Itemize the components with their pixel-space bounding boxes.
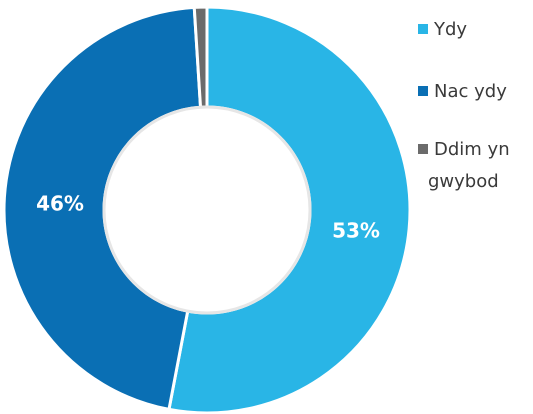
legend-swatch [418,24,428,34]
donut-slices [2,5,412,414]
legend: Ydy Nac ydy Ddim yn gwybod [418,19,510,192]
legend-item-ddim-yn-gwybod: Ddim yn gwybod [418,139,510,192]
legend-label: Nac ydy [434,81,507,102]
legend-label: Ydy [433,19,467,40]
slice-label-nac-ydy: 46% [36,192,84,216]
legend-label: Ddim yn [434,139,510,160]
legend-label: gwybod [428,171,499,192]
legend-swatch [418,144,428,154]
slice-label-ydy: 53% [332,219,380,243]
legend-item-nac-ydy: Nac ydy [418,81,507,102]
slice-labels: 53% 46% [36,192,380,243]
donut-hole [102,105,312,315]
legend-item-ydy: Ydy [418,19,467,40]
legend-swatch [418,86,428,96]
